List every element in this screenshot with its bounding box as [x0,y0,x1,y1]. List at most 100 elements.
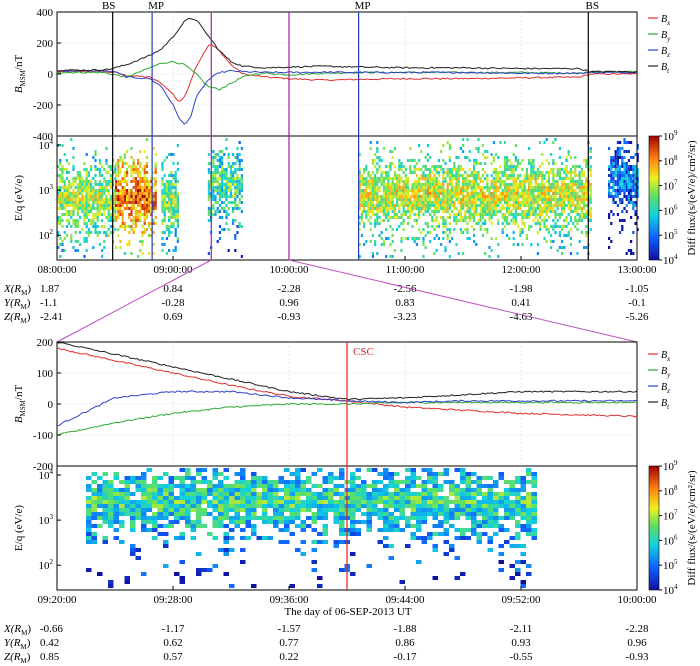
spectrogram-cell [409,201,412,204]
spectrogram-cell [519,174,522,177]
spectrogram-cell [563,183,566,186]
spectrogram-cell [398,195,401,198]
spectrogram-cell [572,210,575,213]
spectrogram-cell [466,183,469,186]
tick-base: 10 [39,140,51,152]
spectrogram-cell [448,156,451,159]
spectrogram-cell [68,201,71,204]
spectrogram-cell [431,216,434,219]
spectrogram-cell [113,520,119,524]
spectrogram-cell [437,198,440,201]
spectrogram-cell [391,198,394,201]
spectrogram-cell [134,201,137,204]
spectrogram-cell [634,192,637,195]
spectrogram-cell [223,552,229,556]
orbit-close: ) [27,297,31,309]
spectrogram-cell [109,219,112,222]
spectrogram-cell [119,240,122,243]
spectrogram-cell [391,177,394,180]
spectrogram-cell [476,480,482,484]
spectrogram-cell [418,237,421,240]
spectrogram-cell [499,207,502,210]
spectrogram-cell [68,204,71,207]
spectrogram-cell [433,252,436,255]
spectrogram-cell [102,512,108,516]
spectrogram-cell [115,216,118,219]
spectrogram-cell [552,225,555,228]
spectrogram-cell [355,496,361,500]
spectrogram-cell [139,177,142,180]
spectrogram-cell [139,195,142,198]
spectrogram-cell [85,216,88,219]
spectrogram-cell [229,168,232,171]
spectrogram-cell [619,198,622,201]
spectrogram-cell [495,177,498,180]
spectrogram-cell [400,240,403,243]
spectrogram-cell [179,516,185,520]
spectrogram-cell [115,186,118,189]
spectrogram-cell [108,584,114,588]
boundary-label: MP [355,0,371,12]
spectrogram-cell [453,207,456,210]
spectrogram-cell [145,138,148,141]
spectrogram-cell [372,492,378,496]
spectrogram-cell [170,201,173,204]
spectrogram-cell [486,198,489,201]
spectrogram-cell [70,240,73,243]
spectrogram-cell [366,484,372,488]
spectrogram-cell [400,162,403,165]
spectrogram-cell [536,201,539,204]
spectrogram-cell [433,186,436,189]
spectrogram-cell [391,156,394,159]
spectrogram-cell [87,234,90,237]
spectrogram-cell [497,180,500,183]
spectrogram-cell [614,174,617,177]
spectrogram-cell [623,177,626,180]
spectrogram-cell [520,560,526,564]
spectrogram-cell [612,198,615,201]
spectrogram-cell [130,180,133,183]
spectrogram-cell [87,231,90,234]
spectrogram-cell [525,198,528,201]
spectrogram-cell [218,500,224,504]
spectrogram-cell [185,472,191,476]
spectrogram-cell [531,516,537,520]
spectrogram-cell [130,252,133,255]
spectrogram-cell [223,524,229,528]
spectrogram-cell [569,201,572,204]
spectrogram-cell [424,234,427,237]
spectrogram-cell [76,201,79,204]
spectrogram-cell [470,225,473,228]
spectrogram-cell [119,159,122,162]
spectrogram-cell [85,153,88,156]
spectrogram-cell [632,174,635,177]
spectrogram-cell [124,484,130,488]
spectrogram-cell [563,204,566,207]
spectrogram-cell [218,520,224,524]
spectrogram-cell [479,201,482,204]
spectrogram-cell [451,177,454,180]
spectrogram-cell [481,189,484,192]
series-line-By [56,60,638,91]
spectrogram-cell [216,201,219,204]
spectrogram-cell [170,183,173,186]
spectrogram-cell [137,195,140,198]
spectrogram-cell [61,213,64,216]
spectrogram-cell [506,189,509,192]
spectrogram-cell [139,204,142,207]
spectrogram-cell [57,201,60,204]
spectrogram-cell [90,192,93,195]
spectrogram-cell [580,171,583,174]
spectrogram-cell [115,198,118,201]
spectrogram-cell [97,476,103,480]
spectrogram-cell [402,213,405,216]
spectrogram-cell [284,504,290,508]
spectrogram-cell [86,524,92,528]
spectrogram-cell [440,192,443,195]
spectrogram-cell [256,504,262,508]
spectrogram-cell [389,177,392,180]
spectrogram-cell [105,171,108,174]
spectrogram-cell [238,183,241,186]
spectrogram-cell [234,472,240,476]
